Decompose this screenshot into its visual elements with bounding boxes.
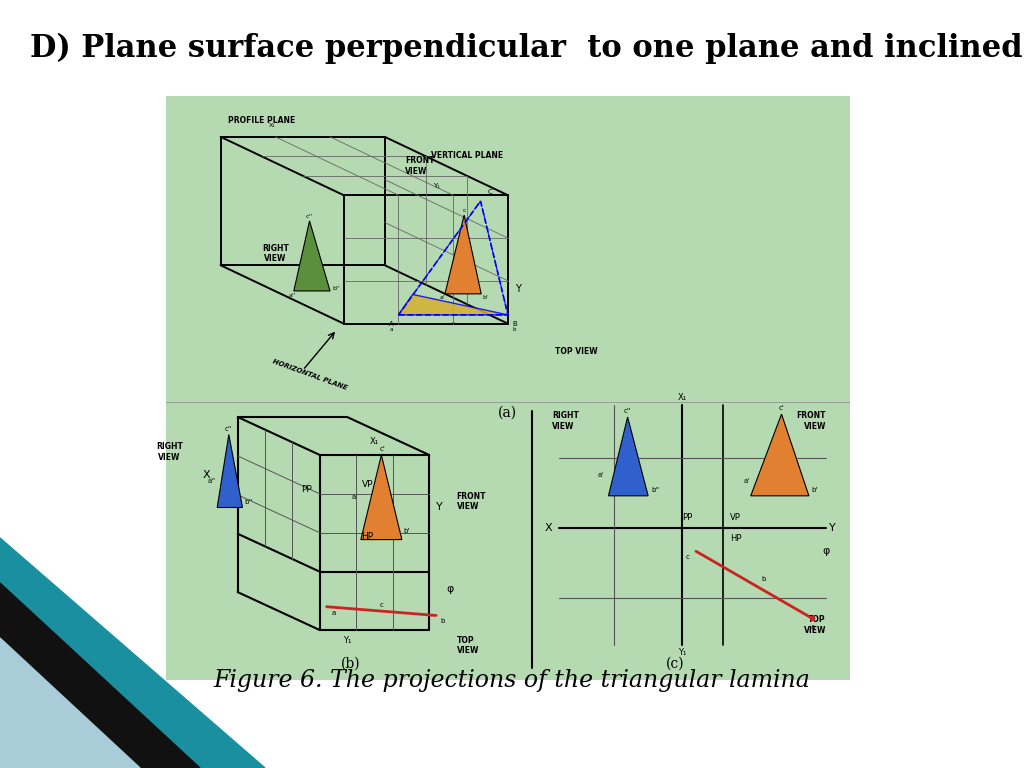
Text: (a): (a): [499, 406, 517, 419]
Text: c': c': [778, 406, 784, 411]
FancyBboxPatch shape: [166, 96, 850, 680]
Text: PP: PP: [301, 485, 311, 495]
Text: b'': b'': [651, 487, 659, 493]
Text: c: c: [380, 602, 383, 608]
Text: a: a: [390, 326, 393, 332]
Text: HORIZONTAL PLANE: HORIZONTAL PLANE: [271, 359, 348, 392]
Polygon shape: [398, 294, 508, 315]
Text: Figure 6. The projections of the triangular lamina: Figure 6. The projections of the triangu…: [214, 668, 810, 691]
Text: X₁: X₁: [268, 123, 275, 128]
Text: b': b': [811, 487, 817, 493]
Text: c'': c'': [225, 425, 232, 432]
Text: a': a': [598, 472, 604, 478]
Text: PROFILE PLANE: PROFILE PLANE: [228, 116, 295, 125]
Polygon shape: [294, 221, 330, 291]
Text: X: X: [203, 470, 210, 481]
Text: Y₁: Y₁: [678, 647, 686, 657]
Text: b: b: [761, 576, 765, 582]
Text: a'': a'': [288, 293, 296, 298]
Text: b'': b'': [245, 498, 253, 505]
Text: RIGHT
VIEW: RIGHT VIEW: [156, 442, 182, 462]
Polygon shape: [217, 435, 243, 508]
Text: RIGHT
VIEW: RIGHT VIEW: [552, 411, 580, 431]
Text: c': c': [380, 446, 386, 452]
Text: a': a': [351, 494, 357, 500]
Text: c'': c'': [624, 408, 632, 414]
Text: (c): (c): [667, 657, 685, 671]
Text: FRONT
VIEW: FRONT VIEW: [797, 411, 826, 431]
Text: TOP
VIEW: TOP VIEW: [457, 636, 479, 655]
Text: X₁: X₁: [678, 393, 687, 402]
Text: φ: φ: [822, 546, 829, 556]
Text: C: C: [487, 189, 493, 195]
Text: VP: VP: [730, 513, 741, 522]
Text: a: a: [332, 610, 336, 616]
Text: VP: VP: [361, 480, 374, 488]
Text: PP: PP: [682, 513, 692, 522]
Text: b: b: [513, 326, 516, 332]
Text: HP: HP: [730, 534, 741, 543]
Text: Y: Y: [829, 523, 837, 533]
Text: TOP VIEW: TOP VIEW: [555, 347, 598, 356]
Text: D) Plane surface perpendicular  to one plane and inclined to the other two: D) Plane surface perpendicular to one pl…: [30, 33, 1024, 65]
Text: c: c: [685, 554, 689, 560]
Text: Y₁: Y₁: [433, 184, 439, 190]
Text: FRONT
VIEW: FRONT VIEW: [406, 157, 435, 176]
Polygon shape: [0, 638, 140, 768]
Text: c: c: [463, 208, 466, 214]
Polygon shape: [608, 417, 648, 496]
Text: c: c: [452, 321, 455, 326]
Text: FRONT
VIEW: FRONT VIEW: [457, 492, 486, 511]
Text: b': b': [482, 295, 488, 300]
Polygon shape: [0, 538, 265, 768]
Text: b'': b'': [332, 286, 340, 290]
Text: a: a: [810, 624, 814, 631]
Text: Y: Y: [436, 502, 442, 512]
Text: X: X: [545, 523, 552, 533]
Text: B: B: [512, 321, 517, 326]
Polygon shape: [360, 455, 401, 540]
Text: HP: HP: [361, 532, 374, 541]
Text: b: b: [440, 618, 445, 624]
Text: b': b': [403, 528, 410, 534]
Text: Y₁: Y₁: [343, 636, 351, 645]
Text: X₁: X₁: [370, 437, 379, 446]
Text: TOP
VIEW: TOP VIEW: [804, 615, 826, 635]
Text: VERTICAL PLANE: VERTICAL PLANE: [431, 151, 503, 161]
Text: φ: φ: [446, 584, 454, 594]
Text: (b): (b): [341, 657, 360, 671]
Text: a': a': [743, 478, 750, 485]
Text: a'': a'': [207, 478, 215, 485]
Text: c'': c'': [306, 214, 313, 219]
Text: A: A: [389, 321, 394, 326]
Text: RIGHT
VIEW: RIGHT VIEW: [262, 244, 289, 263]
Text: a': a': [439, 295, 445, 300]
Text: Y: Y: [515, 283, 520, 293]
Polygon shape: [445, 215, 481, 294]
Polygon shape: [0, 583, 200, 768]
Polygon shape: [751, 414, 809, 496]
